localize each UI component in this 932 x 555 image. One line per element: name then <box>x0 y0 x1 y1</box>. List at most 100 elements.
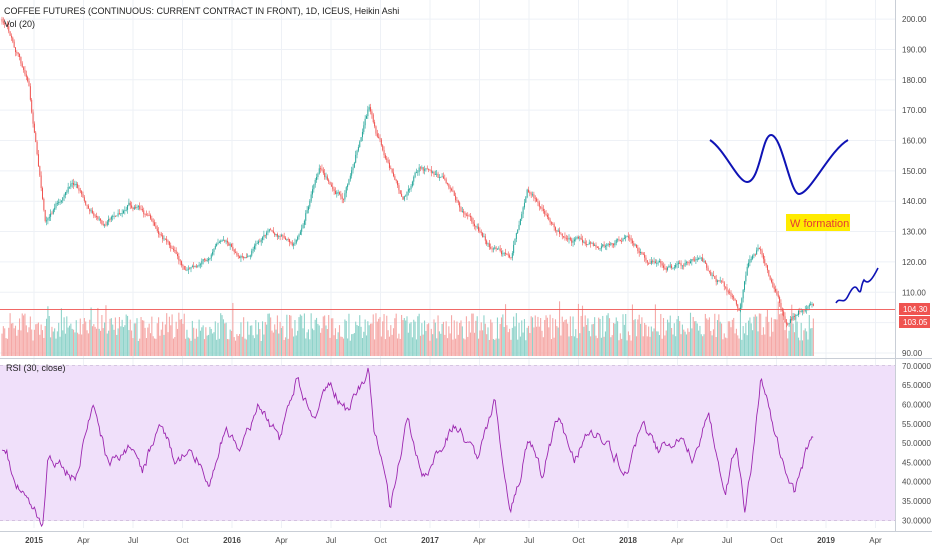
candle-body <box>271 230 273 231</box>
volume-bar <box>527 325 530 356</box>
volume-bar <box>502 314 504 356</box>
candle-body <box>306 210 308 214</box>
volume-bar <box>399 338 401 356</box>
volume-bar <box>189 338 191 356</box>
volume-bar <box>649 336 651 356</box>
candle-body <box>695 259 697 261</box>
candle-body <box>573 239 575 242</box>
volume-bar <box>461 326 463 356</box>
volume-bar <box>298 317 300 356</box>
candle-body <box>113 215 115 217</box>
candle-body <box>112 216 114 217</box>
volume-bar <box>799 340 801 356</box>
volume-bar <box>739 302 741 356</box>
candle-body <box>447 182 448 184</box>
candle-body <box>139 206 141 209</box>
volume-bar <box>525 340 527 356</box>
candle-body <box>102 224 104 225</box>
candle-body <box>46 220 48 222</box>
volume-bar <box>289 315 291 356</box>
candle-body <box>209 258 211 259</box>
volume-bar <box>66 316 68 356</box>
candle-body <box>630 238 632 241</box>
volume-bar <box>29 316 31 356</box>
candle-body <box>145 214 147 216</box>
volume-bar <box>765 316 767 356</box>
volume-bar <box>664 335 666 356</box>
w-formation-drawing[interactable] <box>709 133 879 304</box>
volume-bar <box>73 329 75 356</box>
volume-bar <box>179 319 181 356</box>
candle-body <box>129 202 131 206</box>
volume-bar <box>235 340 237 356</box>
volume-bar <box>560 335 562 356</box>
candle-body <box>366 116 367 119</box>
candle-body <box>769 275 771 280</box>
candle-body <box>116 215 118 217</box>
candle-body <box>602 244 604 247</box>
volume-bar <box>754 314 756 356</box>
candle-body <box>762 254 764 260</box>
candle-body <box>495 247 497 250</box>
volume-bar <box>59 336 61 356</box>
volume-bar <box>182 323 184 356</box>
candle-body <box>536 198 538 202</box>
volume-bar <box>746 335 748 356</box>
volume-bar <box>82 324 84 356</box>
price-y-tick-label: 160.00 <box>902 137 927 146</box>
volume-bar <box>282 326 284 356</box>
volume-bar <box>614 323 616 356</box>
candles[interactable] <box>1 16 814 328</box>
volume-bar <box>567 323 569 356</box>
volume-bar <box>761 334 763 356</box>
volume-bar <box>239 334 241 356</box>
candle-body <box>534 198 536 199</box>
candle-body <box>252 248 254 251</box>
volume-bar <box>301 315 303 356</box>
volume-bar <box>333 335 335 356</box>
candle-body <box>702 257 704 262</box>
candle-body <box>579 237 581 239</box>
volume-bar <box>762 327 764 356</box>
volume-bar <box>710 330 712 356</box>
candle-body <box>276 233 278 237</box>
candle-body <box>619 240 621 241</box>
volume-bar <box>197 336 199 356</box>
volume-bar <box>627 331 629 356</box>
w-formation-annotation[interactable]: W formation <box>786 214 850 231</box>
candle-body <box>496 248 498 250</box>
volume-bar <box>260 340 262 356</box>
candle-body <box>73 183 75 185</box>
volume-bar <box>102 328 104 356</box>
rsi-panel[interactable] <box>1 367 814 528</box>
candle-body <box>237 255 239 257</box>
volume-bar <box>284 337 287 356</box>
volume-bar <box>271 330 273 356</box>
candle-body <box>691 259 693 262</box>
volume-bar <box>255 320 257 356</box>
volume-bar <box>181 319 183 356</box>
volume-bar <box>646 336 648 356</box>
candle-body <box>627 236 629 238</box>
volume-bar <box>252 335 254 356</box>
volume-bar <box>703 334 705 356</box>
volume-bar <box>687 328 689 356</box>
candle-body <box>229 244 231 246</box>
candle-body <box>82 194 84 198</box>
volume-bar <box>221 315 223 356</box>
candle-body <box>81 190 83 195</box>
candle-body <box>739 307 741 311</box>
candle-body <box>730 292 732 297</box>
candle-body <box>456 200 458 201</box>
volume-bar <box>33 329 35 356</box>
volume-bar <box>430 328 432 356</box>
candle-body <box>498 248 500 250</box>
candle-body <box>232 246 234 250</box>
candle-body <box>791 319 793 321</box>
candle-body <box>191 266 193 268</box>
candle-body <box>155 225 157 229</box>
candle-body <box>25 74 27 77</box>
volume-bar <box>100 330 102 356</box>
